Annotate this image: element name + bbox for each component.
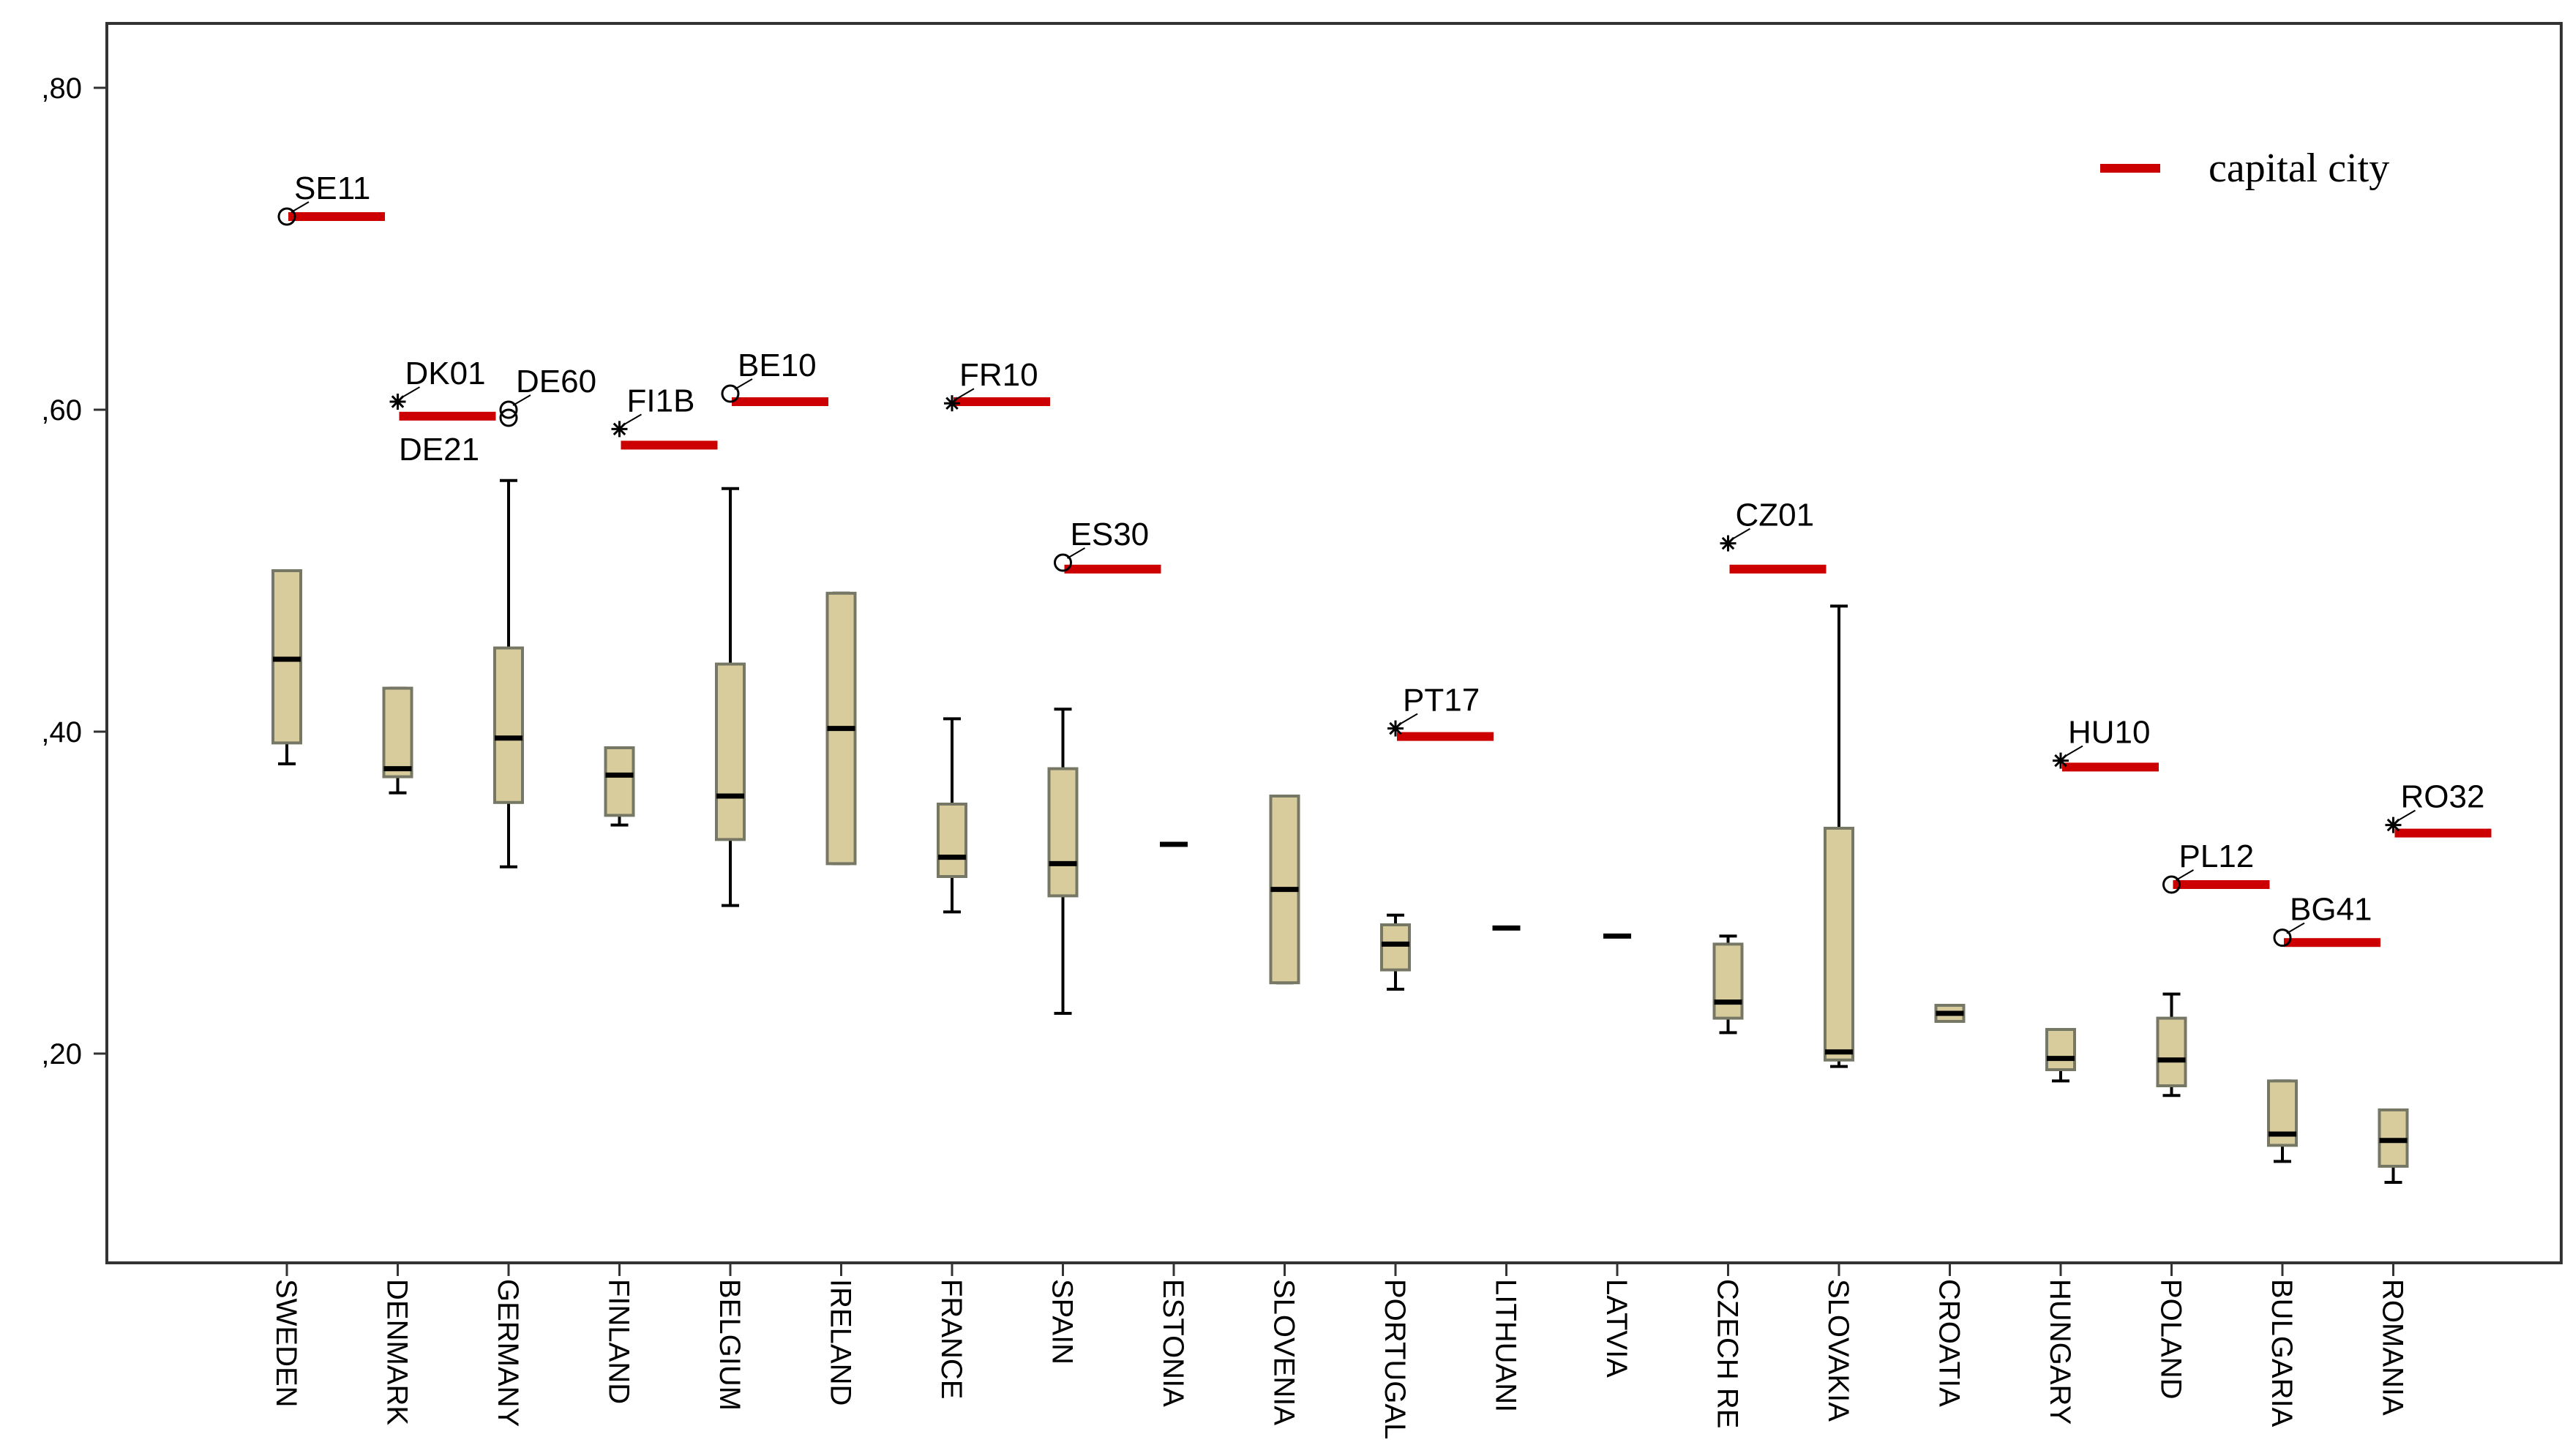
outlier-leader-line [2064,745,2083,757]
outlier-star-marker [2385,817,2402,833]
outlier-leader-line [1066,547,1086,559]
outlier-leader-line [1399,713,1418,725]
legend: capital city [2100,146,2389,191]
x-category-label: CROATIA [1933,1279,1966,1407]
x-category-label: SLOVAKIA [1822,1279,1854,1422]
outlier-label: BE10 [738,348,817,383]
outlier-leader-line [734,378,753,390]
y-tick-label: ,20 [41,1038,82,1070]
box-iqr [382,686,413,778]
x-category-label: GERMANY [492,1279,524,1427]
x-category-label: BELGIUM [713,1279,746,1411]
box-iqr [2156,1016,2187,1087]
x-category-label: BULGARIA [2266,1279,2298,1427]
outlier-label: FR10 [959,357,1038,393]
outlier-label: PT17 [1403,683,1480,718]
outlier-leader-line [291,201,310,213]
outlier-circle-marker [2273,928,2292,947]
x-category-label: ROMANIA [2377,1279,2409,1416]
capital-city-bar [2173,880,2270,889]
capital-city-bar [288,212,385,221]
box-iqr [493,646,524,804]
x-category-label: SLOVENIA [1268,1279,1300,1425]
box-iqr [1380,923,1411,972]
outlier-label: CZ01 [1736,498,1815,533]
outlier-label: FI1B [627,383,695,419]
outlier-star-marker [1387,720,1404,737]
outlier-leader-line [956,388,975,400]
outlier-leader-line [401,386,421,398]
capital-city-bar [954,397,1050,406]
capital-city-bar [399,411,496,421]
y-tick-label: ,60 [41,394,82,427]
axes: ,20 ,40 ,60 ,80 SWEDEN DENMARK GERMANY FINLAND B… [41,22,2563,1439]
legend-label: capital city [2209,146,2389,191]
box-iqr [1712,942,1744,1020]
capital-city-bar [1064,564,1161,574]
outlier-circle-marker [277,207,296,226]
capital-city-bar [2062,762,2159,772]
capital-city-bar [621,440,718,450]
plot-frame [105,22,2563,1264]
box-iqr [937,803,967,878]
box-iqr [604,746,635,817]
outlier-leader-line [623,413,642,426]
x-category-label: PORTUGAL [1379,1279,1411,1439]
outlier-circle-marker [499,408,518,427]
x-category-label: SWEDEN [270,1279,302,1408]
outlier-label: BG41 [2290,892,2372,928]
outlier-circle-marker [1054,553,1072,572]
x-category-label: ESTONIA [1157,1279,1189,1407]
x-category-label: IRELAND [825,1279,857,1406]
capital-city-bar [1729,564,1827,574]
x-category-label: POLAND [2155,1279,2187,1400]
capital-city-series [288,212,2492,947]
y-tick-label: ,80 [41,72,82,105]
outlier-label: DE60 [516,364,596,399]
capital-city-bar [2284,938,2380,947]
outlier-leader-line [2397,809,2416,822]
x-category-label: LITHUANI [1490,1279,1522,1412]
outlier-circle-marker [2162,875,2181,894]
outlier-leader-line [1731,528,1751,540]
box-iqr [715,662,746,841]
outlier-label: DK01 [405,356,486,391]
outlier-star-marker [2053,752,2069,769]
legend-swatch [2100,164,2160,173]
outlier-star-marker [944,395,960,412]
outlier-label: DE21 [399,432,479,468]
y-tick-label: ,40 [41,716,82,748]
outlier-series: SE11 DK01 DE60 DE21 FI1B BE10 FR10 ES30 PT17 CZ01… [277,170,2485,947]
capital-city-bar [1397,732,1494,741]
box-iqr [2045,1028,2076,1071]
box-iqr [1824,827,1854,1062]
x-category-label: SPAIN [1046,1279,1079,1365]
outlier-label: PL12 [2179,838,2255,874]
outlier-label: ES30 [1071,517,1150,552]
x-category-label: LATVIA [1600,1279,1633,1378]
outlier-star-marker [1720,535,1737,552]
x-category-label: HUNGARY [2044,1279,2076,1425]
box-iqr [1047,767,1079,898]
x-category-label: FRANCE [935,1279,967,1399]
capital-city-bar [2394,828,2492,838]
capital-city-bar [732,397,828,406]
outlier-circle-marker [499,400,518,419]
box-series [271,479,2409,1184]
outlier-circle-marker [721,384,740,403]
x-category-label: CZECH RE [1712,1279,1744,1428]
outlier-leader-line [2286,922,2305,934]
outlier-leader-line [2175,869,2195,881]
outlier-label: RO32 [2401,779,2485,815]
x-category-label: FINLAND [603,1279,635,1404]
outlier-label: SE11 [294,170,370,206]
outlier-star-marker [389,394,406,410]
x-category-label: DENMARK [381,1279,413,1425]
outlier-star-marker [611,421,628,438]
outlier-label: HU10 [2068,715,2151,751]
outlier-leader-line [512,394,531,406]
